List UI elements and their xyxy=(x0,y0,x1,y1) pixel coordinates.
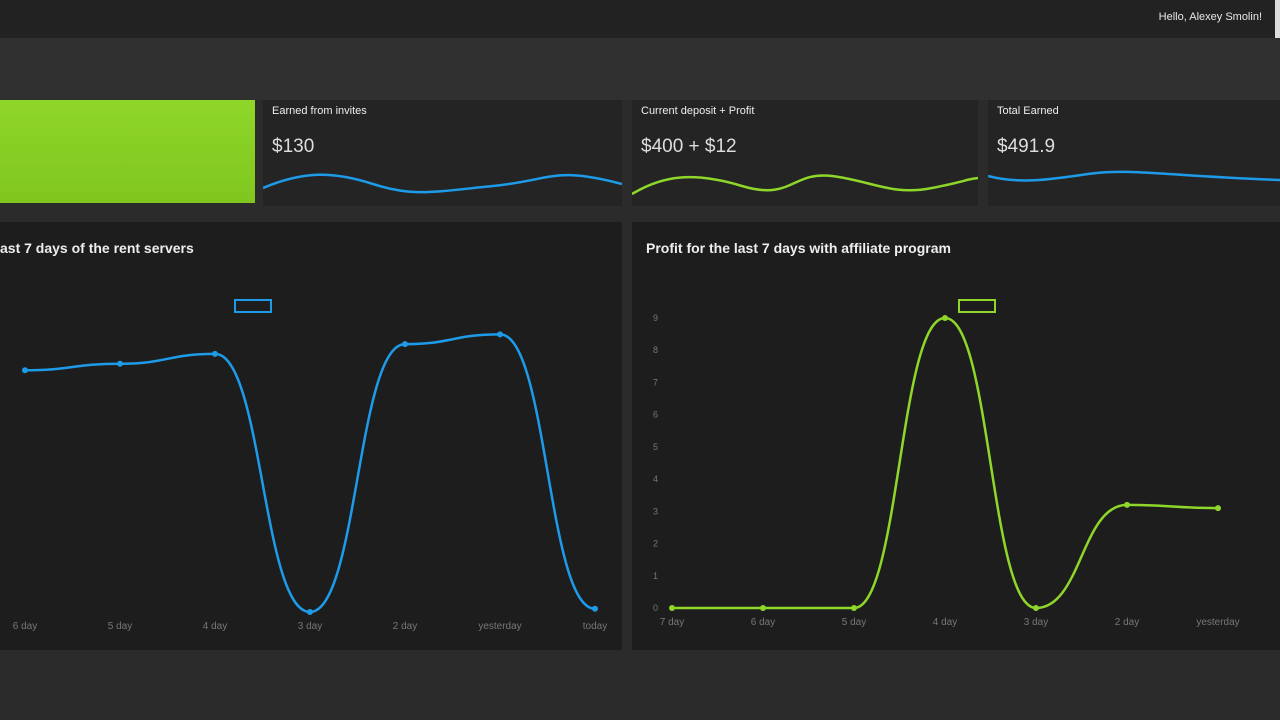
y-tick-label: 2 xyxy=(653,539,658,549)
data-point xyxy=(851,605,857,611)
card-label: Total Earned xyxy=(997,105,1059,117)
data-point xyxy=(212,350,218,357)
x-tick-label: 7 day xyxy=(660,617,684,628)
affiliate-chart-panel: Profit for the last 7 days with affiliat… xyxy=(632,222,1280,650)
y-tick-label: 4 xyxy=(653,474,658,484)
data-point xyxy=(592,605,598,612)
card-deposit-profit: Current deposit + Profit $400 + $12 xyxy=(632,100,978,206)
y-tick-label: 5 xyxy=(653,442,658,452)
card-label: Earned from invites xyxy=(272,105,367,117)
green-stat-card xyxy=(0,100,255,203)
header-band xyxy=(0,38,1280,100)
affiliate-chart: 0 1 2 3 4 5 6 7 8 9 7 day 6 day 5 day 4 day 3 day 2 day… xyxy=(653,299,1240,628)
y-tick-label: 0 xyxy=(653,603,658,613)
x-tick-label: 5 day xyxy=(108,621,132,632)
card-value: $400 + $12 xyxy=(641,136,737,157)
x-tick-label: yesterday xyxy=(1196,617,1239,628)
x-tick-label: yesterday xyxy=(478,621,521,632)
chart-title: ast 7 days of the rent servers xyxy=(0,240,194,256)
y-tick-label: 7 xyxy=(653,377,658,387)
card-total-earned: Total Earned $491.9 xyxy=(988,100,1280,206)
card-value: $491.9 xyxy=(997,136,1056,157)
data-point xyxy=(307,609,313,615)
legend-swatch xyxy=(958,299,996,313)
x-tick-label: 6 day xyxy=(13,621,37,632)
x-tick-label: 5 day xyxy=(842,617,866,628)
x-tick-label: today xyxy=(583,621,607,632)
series-line xyxy=(24,333,596,614)
rent-servers-chart-panel: ast 7 days of the rent servers 6 day 5 da… xyxy=(0,222,622,650)
rent-servers-chart: 6 day 5 day 4 day 3 day 2 day yesterday today xyxy=(13,299,607,632)
x-tick-label: 2 day xyxy=(1115,617,1139,628)
y-tick-label: 9 xyxy=(653,313,658,323)
data-point xyxy=(669,605,675,611)
data-point xyxy=(760,605,766,611)
data-point xyxy=(942,315,948,321)
card-earned-invites: Earned from invites $130 xyxy=(263,100,622,206)
y-tick-label: 8 xyxy=(653,345,658,355)
x-tick-label: 6 day xyxy=(751,617,775,628)
y-tick-label: 1 xyxy=(653,571,658,581)
x-tick-label: 3 day xyxy=(298,621,322,632)
data-point xyxy=(402,341,408,348)
x-tick-label: 4 day xyxy=(933,617,957,628)
sparkline xyxy=(632,174,978,196)
top-bar: Hello, Alexey Smolin! xyxy=(0,0,1280,38)
x-tick-label: 3 day xyxy=(1024,617,1048,628)
y-tick-label: 6 xyxy=(653,410,658,420)
x-tick-label: 2 day xyxy=(393,621,417,632)
user-greeting[interactable]: Hello, Alexey Smolin! xyxy=(1158,11,1262,23)
data-point xyxy=(22,367,28,374)
series-line xyxy=(672,316,1219,610)
y-tick-label: 3 xyxy=(653,506,658,516)
scrollbar[interactable] xyxy=(1275,0,1280,38)
data-point xyxy=(1124,501,1130,508)
sparkline xyxy=(988,170,1280,182)
data-point xyxy=(117,360,123,367)
data-point xyxy=(1215,505,1221,512)
card-value: $130 xyxy=(272,136,315,157)
data-point xyxy=(497,331,503,338)
legend-swatch xyxy=(234,299,272,313)
chart-title: Profit for the last 7 days with affiliat… xyxy=(646,240,951,256)
x-tick-label: 4 day xyxy=(203,621,227,632)
data-point xyxy=(1033,605,1039,611)
sparkline xyxy=(263,173,622,194)
card-label: Current deposit + Profit xyxy=(641,105,755,117)
